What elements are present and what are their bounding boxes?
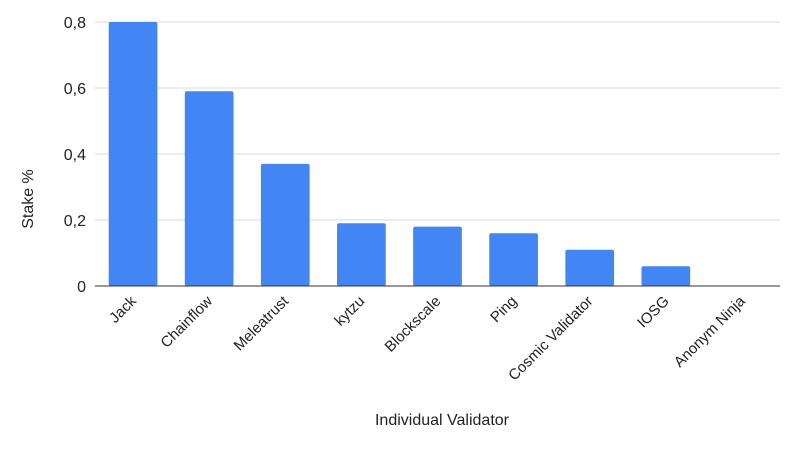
x-axis-ticks: Jack Chainflow Meleatrust kytzu Blockscale Pi… bbox=[106, 292, 749, 384]
x-axis-title: Individual Validator bbox=[375, 412, 510, 429]
y-tick-label: 0,4 bbox=[64, 147, 86, 164]
bar bbox=[641, 266, 691, 286]
x-tick-label: Cosmic Validator bbox=[505, 293, 596, 384]
y-tick-label: 0,2 bbox=[64, 213, 86, 230]
bar bbox=[489, 233, 538, 286]
x-tick-label: Anonym Ninja bbox=[671, 292, 750, 371]
bar bbox=[260, 163, 310, 286]
x-tick-label: Chainflow bbox=[157, 293, 216, 352]
bars bbox=[108, 22, 691, 286]
y-tick-label: 0,6 bbox=[64, 81, 86, 98]
bar bbox=[108, 22, 158, 286]
x-tick-label: Ping bbox=[487, 293, 520, 326]
bar bbox=[565, 249, 615, 286]
bar bbox=[413, 226, 462, 286]
x-tick-label: Jack bbox=[106, 292, 140, 326]
y-tick-label: 0,8 bbox=[64, 15, 86, 32]
y-tick-label: 0 bbox=[77, 279, 86, 296]
bar bbox=[184, 91, 234, 286]
y-axis-title: Stake % bbox=[20, 169, 37, 229]
x-tick-label: IOSG bbox=[634, 293, 673, 332]
x-tick-label: kytzu bbox=[331, 293, 368, 330]
y-axis-ticks: 0 0,2 0,4 0,6 0,8 bbox=[64, 15, 86, 296]
x-tick-label: Blockscale bbox=[382, 293, 445, 356]
bar bbox=[337, 223, 386, 286]
x-tick-label: Meleatrust bbox=[231, 292, 293, 354]
